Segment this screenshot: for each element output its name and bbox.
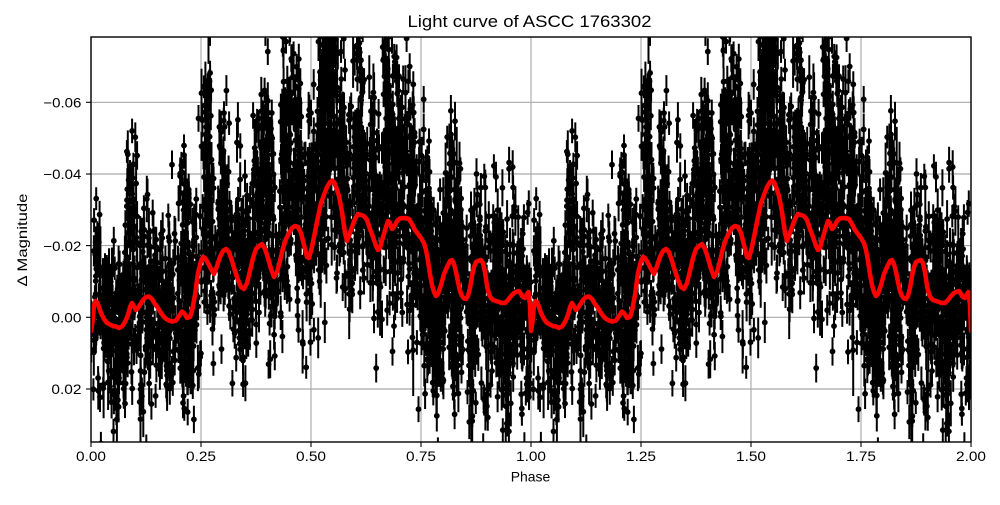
svg-text:0.25: 0.25 — [186, 448, 216, 464]
svg-text:1.75: 1.75 — [846, 448, 876, 464]
svg-text:−0.02: −0.02 — [43, 238, 81, 254]
svg-text:−0.06: −0.06 — [43, 95, 81, 111]
svg-text:1.25: 1.25 — [626, 448, 656, 464]
svg-text:0.75: 0.75 — [406, 448, 436, 464]
svg-text:Light curve of ASCC 1763302: Light curve of ASCC 1763302 — [408, 12, 652, 31]
svg-text:Phase: Phase — [511, 469, 551, 485]
svg-text:0.00: 0.00 — [51, 310, 81, 326]
svg-text:1.00: 1.00 — [516, 448, 546, 464]
svg-text:0.02: 0.02 — [51, 381, 81, 397]
svg-text:0.00: 0.00 — [76, 448, 106, 464]
svg-text:2.00: 2.00 — [956, 448, 986, 464]
svg-text:−0.04: −0.04 — [43, 166, 81, 182]
svg-text:Δ Magnitude: Δ Magnitude — [14, 193, 30, 286]
svg-text:0.50: 0.50 — [296, 448, 326, 464]
svg-text:1.50: 1.50 — [736, 448, 766, 464]
